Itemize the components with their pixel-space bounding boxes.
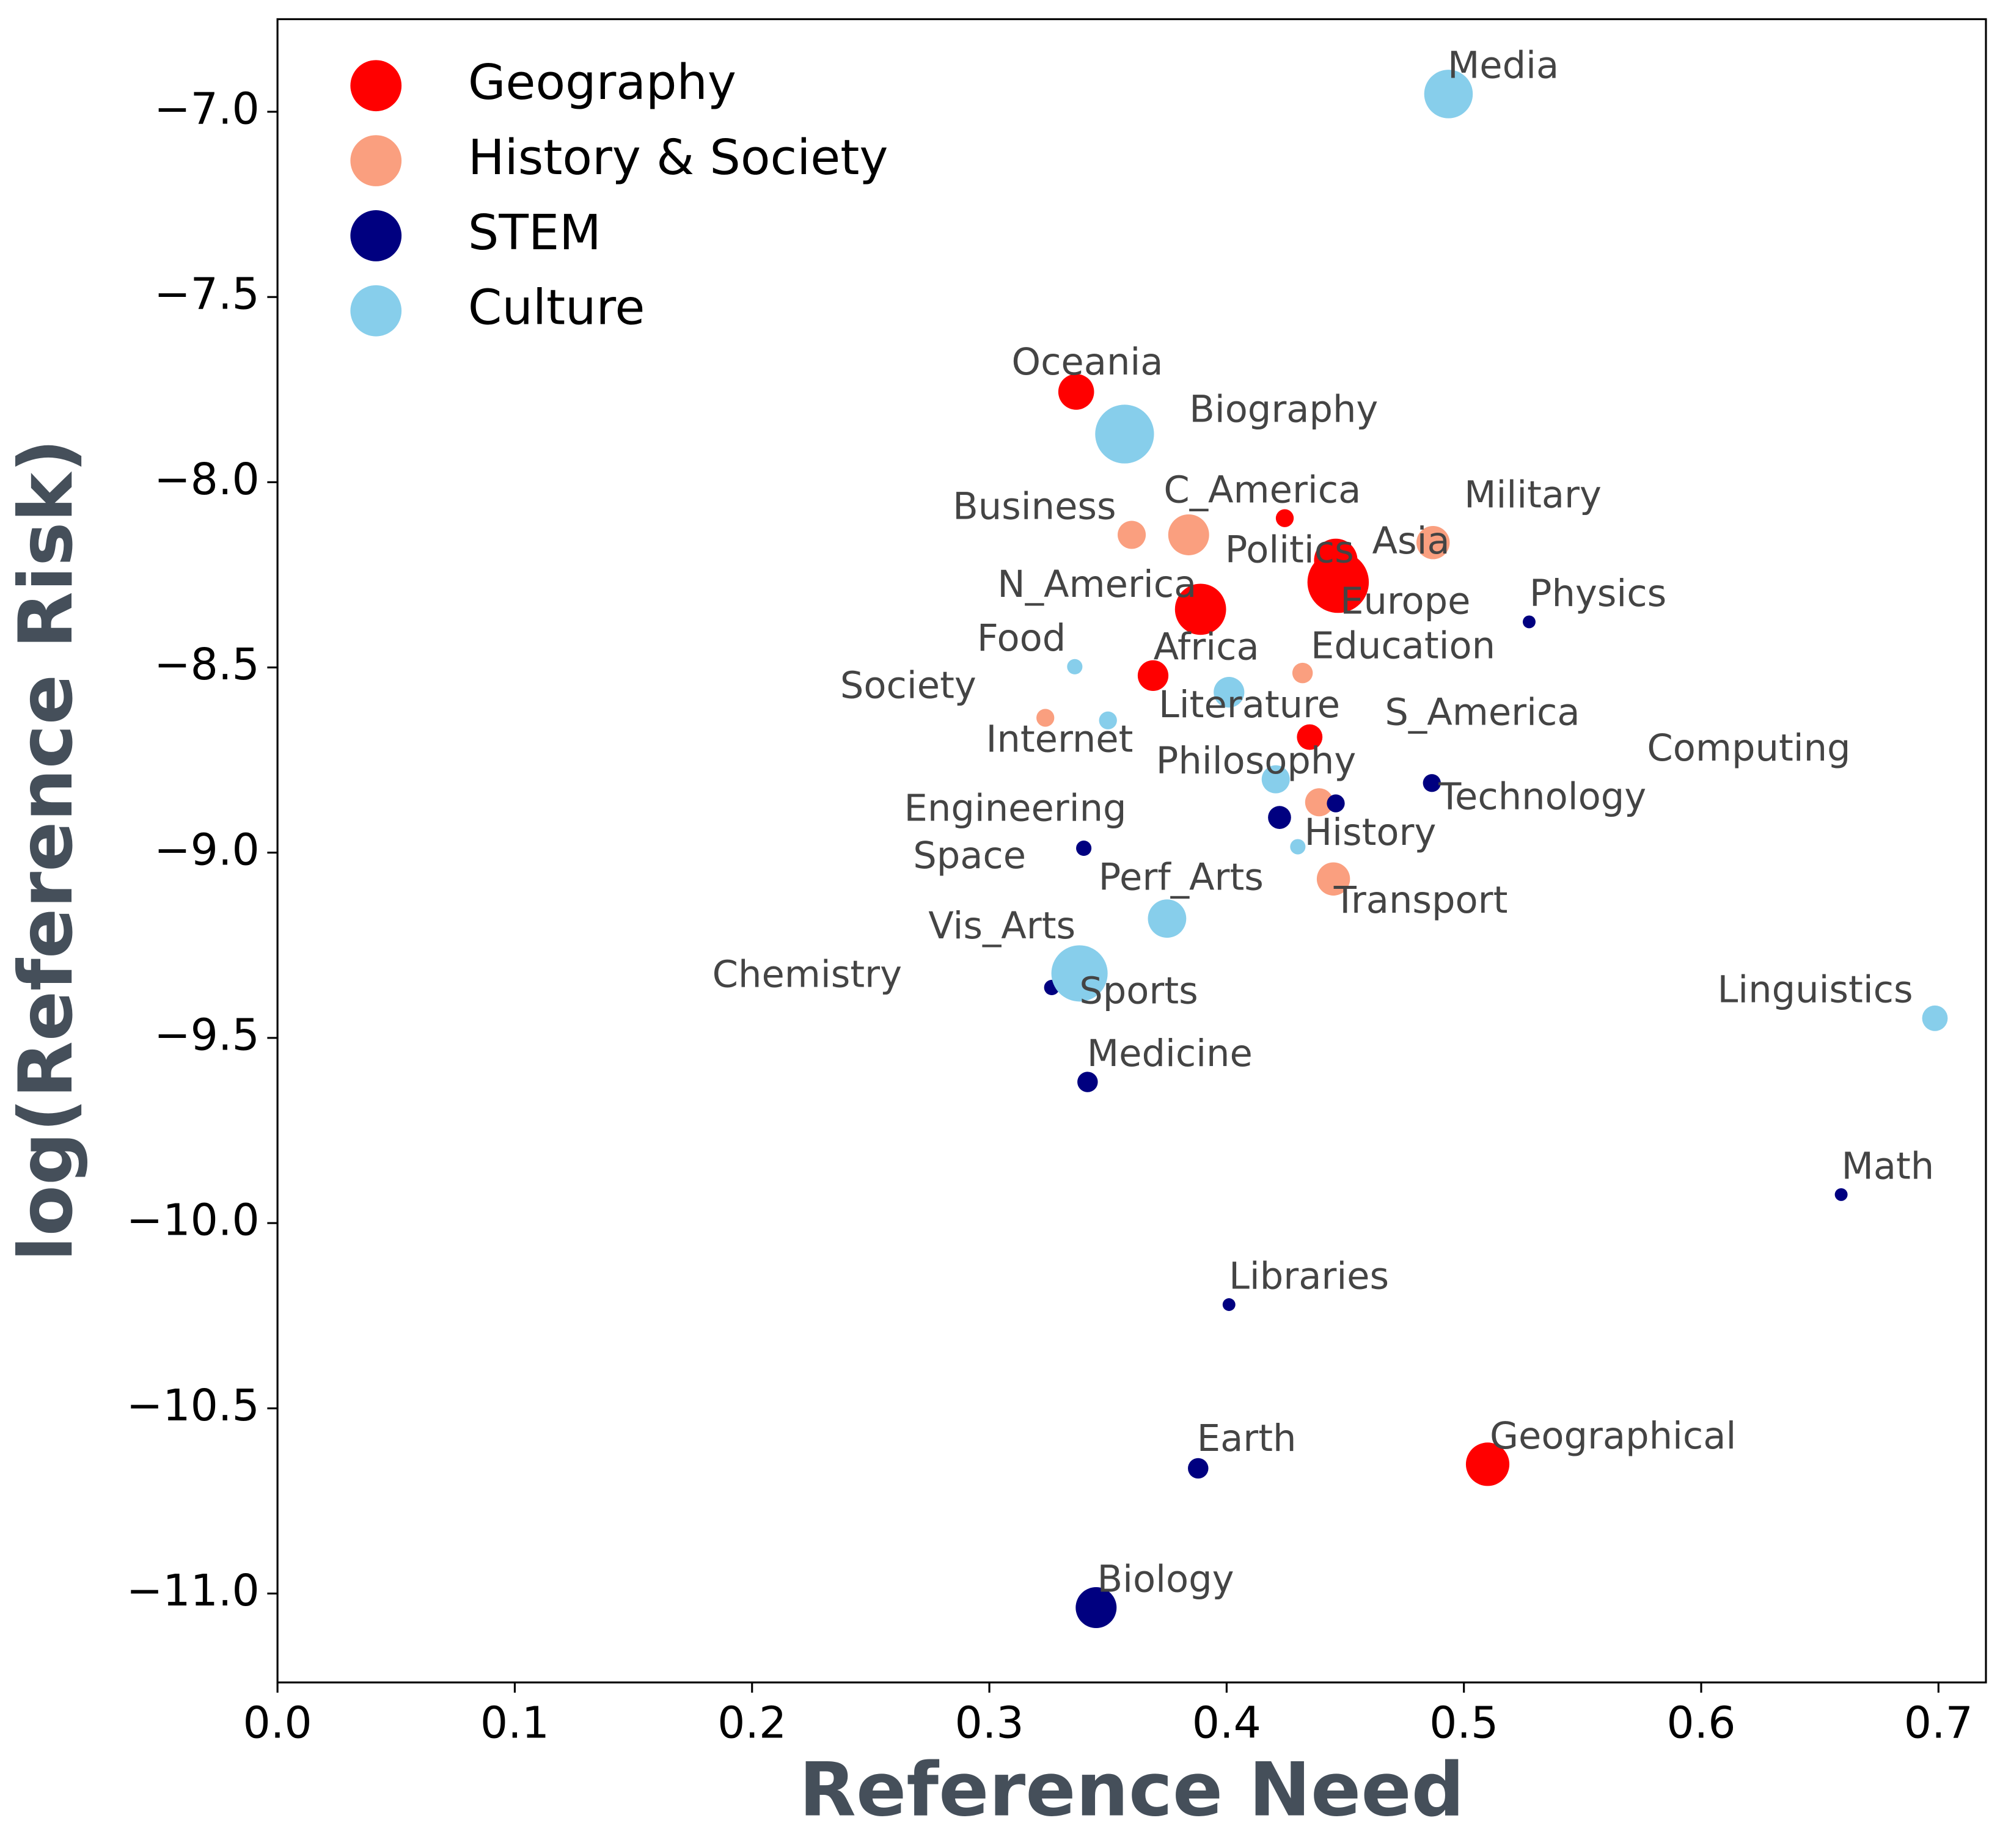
- point: [1148, 899, 1187, 938]
- point: [1137, 660, 1169, 691]
- point: [1036, 709, 1055, 727]
- point: [1214, 677, 1245, 708]
- point: [1076, 840, 1092, 856]
- point-label: Oceania: [1011, 341, 1163, 384]
- x-tick-label: 0.7: [1904, 1698, 1973, 1748]
- x-tick-label: 0.1: [480, 1698, 549, 1748]
- point-label: C_America: [1163, 469, 1361, 511]
- point-label: Libraries: [1229, 1255, 1389, 1298]
- point-label: Food: [977, 617, 1066, 660]
- point-label: Business: [953, 485, 1116, 528]
- point-label: Education: [1311, 625, 1495, 668]
- y-tick-label: −9.5: [154, 1009, 260, 1060]
- point-label: N_America: [997, 563, 1196, 606]
- point: [1307, 551, 1369, 613]
- point-label: Transport: [1333, 879, 1508, 922]
- point-label: Politics: [1225, 529, 1354, 572]
- x-tick-label: 0.2: [717, 1698, 786, 1748]
- point-label: Asia: [1372, 520, 1449, 563]
- x-tick-label: 0.0: [243, 1698, 312, 1748]
- legend-marker: [350, 285, 402, 337]
- point-label: Internet: [986, 718, 1133, 761]
- point: [1168, 514, 1209, 555]
- y-tick-label: −9.0: [154, 824, 260, 875]
- x-tick-label: 0.3: [954, 1698, 1024, 1748]
- point-label: Math: [1841, 1145, 1934, 1188]
- x-tick-label: 0.4: [1192, 1698, 1261, 1748]
- y-axis-label: log(Reference Risk): [2, 439, 89, 1262]
- y-tick-label: −8.0: [154, 454, 260, 505]
- point-label: Biography: [1189, 388, 1378, 431]
- point-label: History: [1305, 811, 1437, 854]
- legend-label: STEM: [468, 204, 601, 261]
- point: [1095, 404, 1154, 464]
- point-label: Europe: [1340, 580, 1470, 623]
- point-label: Medicine: [1087, 1032, 1253, 1075]
- point: [1327, 794, 1345, 813]
- point-label: Computing: [1647, 727, 1850, 770]
- point-label: Vis_Arts: [928, 905, 1075, 948]
- point: [1424, 70, 1473, 119]
- point-label: Sports: [1079, 970, 1198, 1013]
- point: [1067, 659, 1083, 674]
- point: [1423, 774, 1441, 792]
- legend-marker: [350, 60, 402, 112]
- legend-marker: [350, 210, 402, 261]
- point: [1099, 711, 1117, 729]
- y-tick-label: −7.0: [154, 84, 260, 134]
- y-tick-label: −7.5: [154, 269, 260, 320]
- legend-label: History & Society: [468, 129, 888, 186]
- point: [1416, 525, 1450, 560]
- point: [1523, 615, 1536, 629]
- point-label: Military: [1464, 474, 1602, 517]
- point-label: Chemistry: [712, 953, 902, 996]
- point: [1922, 1005, 1948, 1031]
- point-label: Philosophy: [1156, 740, 1356, 783]
- y-tick-label: −10.5: [126, 1380, 260, 1431]
- point-label: Africa: [1154, 626, 1259, 669]
- point: [1174, 583, 1226, 635]
- point: [1058, 374, 1094, 410]
- point-label: Earth: [1197, 1417, 1297, 1460]
- legend-label: Culture: [468, 279, 645, 336]
- y-tick-label: −11.0: [126, 1565, 260, 1616]
- point-label: Media: [1448, 45, 1559, 87]
- point-label: Literature: [1159, 684, 1340, 726]
- point-label: Physics: [1529, 572, 1666, 615]
- point: [1292, 662, 1313, 684]
- point: [1077, 1072, 1098, 1092]
- point: [1222, 1298, 1236, 1311]
- x-tick-label: 0.5: [1429, 1698, 1498, 1748]
- point-label: Biology: [1097, 1558, 1234, 1601]
- point-label: Engineering: [904, 787, 1127, 830]
- point: [1297, 724, 1323, 750]
- point: [1316, 862, 1350, 896]
- point-label: Perf_Arts: [1099, 856, 1264, 899]
- point: [1465, 1442, 1510, 1486]
- point-label: S_America: [1385, 691, 1580, 734]
- point-label: Linguistics: [1718, 969, 1913, 1012]
- point: [1305, 788, 1333, 817]
- point-label: Geographical: [1490, 1415, 1736, 1458]
- legend-label: Geography: [468, 54, 736, 111]
- point: [1290, 839, 1306, 855]
- point: [1275, 509, 1294, 527]
- x-tick-label: 0.6: [1666, 1698, 1735, 1748]
- y-tick-label: −8.5: [154, 639, 260, 690]
- y-tick-label: −10.0: [126, 1195, 260, 1246]
- point: [1118, 520, 1146, 549]
- plot-frame: [276, 18, 1987, 1684]
- point-label: Technology: [1438, 776, 1646, 819]
- point: [1051, 945, 1108, 1002]
- x-axis-label: Reference Need: [799, 1746, 1465, 1833]
- point: [1261, 765, 1290, 794]
- legend-marker: [350, 135, 402, 186]
- point: [1834, 1188, 1848, 1201]
- point-label: Society: [840, 664, 976, 707]
- point: [1268, 806, 1291, 829]
- point: [1188, 1458, 1209, 1479]
- point: [1075, 1587, 1117, 1628]
- point-label: Space: [913, 835, 1026, 877]
